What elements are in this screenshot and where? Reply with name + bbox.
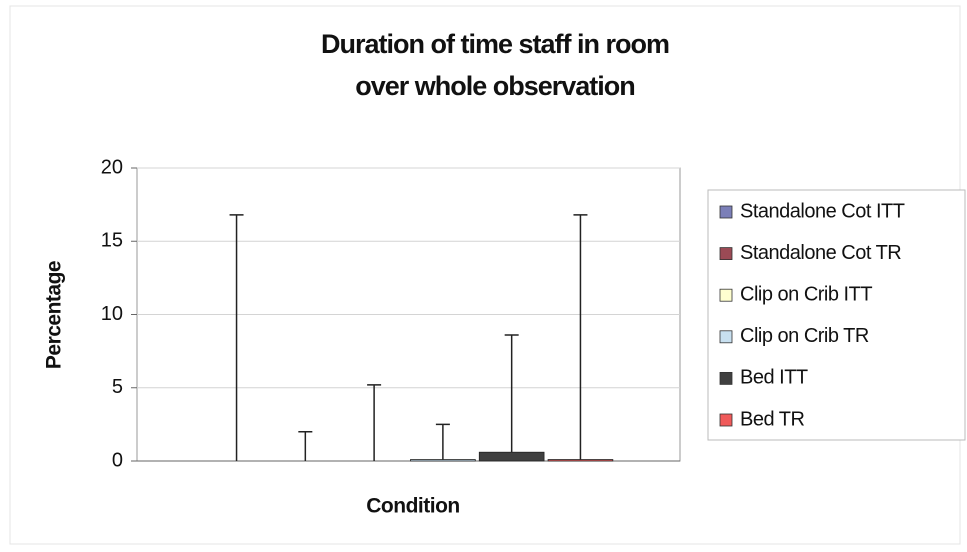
legend-label: Bed TR [740, 408, 804, 430]
error-bar [504, 334, 519, 453]
chart-title: over whole observation [355, 71, 635, 101]
y-axis-label: Percentage [43, 261, 66, 369]
legend-swatch [719, 205, 733, 219]
error-bar [573, 214, 588, 460]
legend-swatch [719, 247, 733, 261]
bar [547, 459, 614, 462]
x-axis-label: Condition [366, 495, 459, 518]
error-bar [298, 430, 313, 461]
error-bar [367, 384, 382, 461]
legend-label: Standalone Cot TR [740, 242, 901, 264]
error-bar [229, 214, 244, 461]
chart-title: Duration of time staff in room [321, 29, 669, 59]
y-tick-label: 15 [101, 230, 123, 252]
legend [707, 189, 966, 441]
y-tick-label: 20 [101, 156, 123, 178]
legend-swatch [719, 413, 733, 427]
legend-label: Clip on Crib ITT [740, 283, 872, 305]
legend-label: Clip on Crib TR [740, 325, 869, 347]
legend-swatch [719, 330, 733, 344]
error-bar [435, 423, 450, 460]
y-tick-label: 10 [101, 303, 123, 325]
y-tick-label: 0 [112, 449, 123, 471]
bar [410, 459, 476, 462]
legend-label: Standalone Cot ITT [740, 200, 905, 222]
y-tick-label: 5 [112, 376, 123, 398]
legend-label: Bed ITT [740, 367, 808, 389]
legend-swatch [719, 371, 733, 385]
bar [478, 451, 545, 462]
legend-swatch [719, 288, 733, 302]
